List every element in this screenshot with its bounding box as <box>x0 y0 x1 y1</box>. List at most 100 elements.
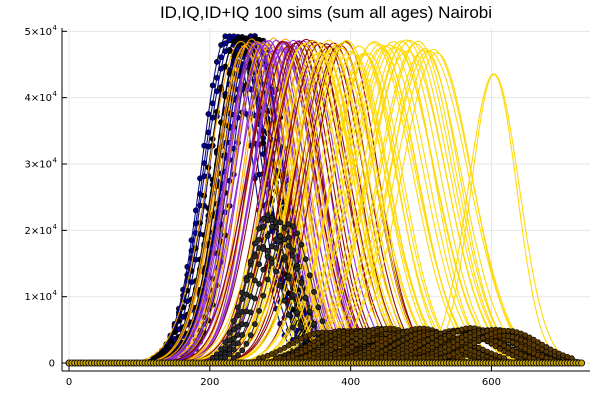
series-point <box>247 272 254 279</box>
y-tick-label: 44×10 <box>25 90 58 104</box>
series-point <box>235 312 241 319</box>
series-point <box>357 338 364 345</box>
series-point <box>289 324 296 331</box>
series-point <box>264 276 271 283</box>
series-point <box>260 266 267 273</box>
series-point <box>256 307 262 314</box>
series-point <box>260 292 267 299</box>
series-point <box>235 323 241 330</box>
series-point <box>251 277 258 284</box>
series-point <box>285 273 292 279</box>
series-point <box>251 240 258 247</box>
baseline-markers <box>65 359 586 367</box>
series-point <box>209 82 216 89</box>
y-tick-exponent: 4 <box>53 223 58 231</box>
series-point <box>239 296 246 302</box>
series-point <box>302 256 309 263</box>
y-tick-label: 45×10 <box>25 24 58 38</box>
series-point <box>281 297 288 304</box>
series-point <box>256 236 262 243</box>
series-point <box>298 241 305 248</box>
series-point <box>256 280 262 287</box>
series-point <box>298 280 305 286</box>
y-tick-label: 43×10 <box>25 157 58 171</box>
series-point <box>294 309 300 316</box>
series-point <box>277 232 284 239</box>
y-tick-exponent: 4 <box>53 157 58 165</box>
series-point <box>365 332 372 339</box>
series-point <box>294 230 300 237</box>
series-point <box>391 335 398 342</box>
y-tick-mantissa: 5×10 <box>25 27 52 38</box>
series-point <box>239 331 246 338</box>
series-point <box>235 351 241 358</box>
series-point <box>378 343 385 349</box>
series-point <box>251 321 258 328</box>
series-point <box>353 341 360 348</box>
series-point <box>458 339 465 346</box>
series-point <box>306 308 313 315</box>
series-point <box>289 223 296 230</box>
series-point <box>230 346 237 353</box>
series-point <box>454 341 461 348</box>
series-point <box>340 338 347 345</box>
series-point <box>277 282 284 289</box>
y-tick-label: 42×10 <box>25 223 58 237</box>
series-point <box>349 344 355 351</box>
series-point <box>273 268 279 275</box>
series-point <box>243 340 250 347</box>
series-point <box>344 335 351 342</box>
series-point <box>442 335 448 342</box>
series-point <box>336 341 343 348</box>
series-point <box>387 337 393 344</box>
series-point <box>311 342 317 349</box>
series-point <box>209 136 216 142</box>
series-point <box>285 312 292 318</box>
series-point <box>302 294 309 301</box>
series-point <box>260 246 267 252</box>
series-point <box>437 338 444 345</box>
series-point <box>243 277 250 284</box>
series-point <box>243 321 250 328</box>
series-point <box>226 351 233 358</box>
series-point <box>268 260 275 266</box>
y-tick-exponent: 4 <box>53 289 58 297</box>
x-tick-label: 0 <box>66 377 72 388</box>
y-tick-exponent: 4 <box>53 90 58 98</box>
series-point <box>382 340 389 347</box>
y-tick-mantissa: 4×10 <box>25 93 52 104</box>
series-point <box>264 233 271 239</box>
series-point <box>163 344 170 351</box>
series-group <box>69 325 583 364</box>
series-point <box>281 224 288 231</box>
series-point <box>235 340 241 347</box>
series-point <box>306 272 313 279</box>
series-point <box>230 326 237 333</box>
series-point <box>213 59 220 65</box>
series-point <box>260 224 267 230</box>
series-point <box>306 345 313 352</box>
series-point <box>239 347 246 354</box>
x-tick-label: 200 <box>200 377 219 388</box>
chart-title: ID,IQ,ID+IQ 100 sims (sum all ages) Nair… <box>160 3 492 22</box>
series-point <box>281 236 288 243</box>
y-tick-mantissa: 2×10 <box>25 226 52 237</box>
series-point <box>361 335 368 342</box>
series-point <box>247 258 254 265</box>
series-point <box>289 253 296 259</box>
series-point <box>315 340 322 347</box>
series-point <box>167 337 174 344</box>
y-tick-mantissa: 3×10 <box>25 160 52 171</box>
y-tick-label: 0 <box>49 359 55 370</box>
series-point <box>268 223 275 230</box>
series-point <box>332 344 339 351</box>
series-point <box>535 339 541 345</box>
series-point <box>273 245 279 251</box>
y-tick-mantissa: 1×10 <box>25 292 52 303</box>
series-point <box>226 48 233 54</box>
series-point <box>247 309 254 316</box>
x-tick-label: 600 <box>482 377 501 388</box>
series-point <box>256 261 262 268</box>
